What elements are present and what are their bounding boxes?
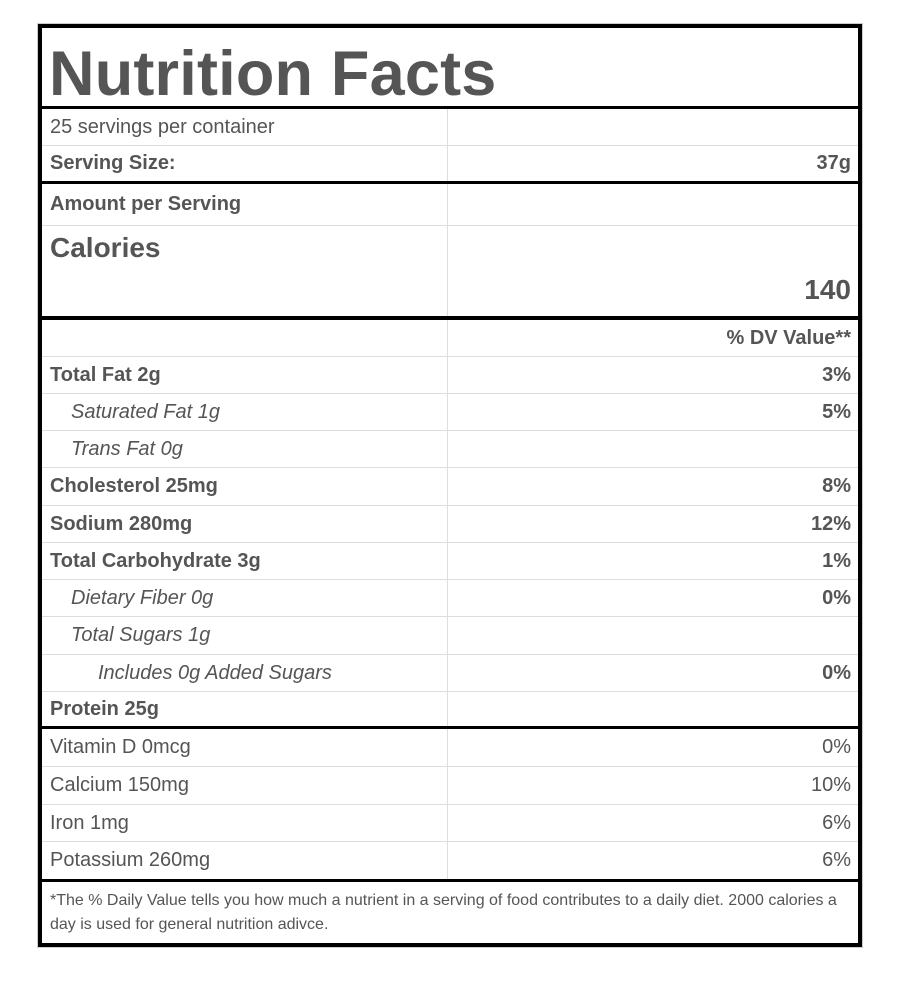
nutrient-dv: 8% <box>822 475 851 497</box>
nutrient-row: Total Sugars 1g <box>42 617 858 655</box>
vitamin-label: Potassium 260mg <box>42 842 448 879</box>
nutrient-label: Dietary Fiber 0g <box>42 580 448 616</box>
vitamin-label: Iron 1mg <box>42 805 448 841</box>
calories-value: 140 <box>804 274 851 305</box>
vitamin-row: Calcium 150mg 10% <box>42 767 858 805</box>
servings-row: 25 servings per container <box>42 109 858 146</box>
nutrient-row: Saturated Fat 1g 5% <box>42 394 858 431</box>
vitamin-row: Potassium 260mg 6% <box>42 842 858 879</box>
nutrient-row: Protein 25g <box>42 692 858 729</box>
vitamin-label: Calcium 150mg <box>42 767 448 804</box>
nutrient-label: Sodium 280mg <box>42 506 448 542</box>
nutrient-dv <box>448 617 858 654</box>
vitamin-dv: 10% <box>810 774 851 796</box>
vitamin-dv: 6% <box>822 849 851 871</box>
nutrient-dv: 5% <box>822 400 851 423</box>
amount-per-serving-row: Amount per Serving <box>42 184 858 226</box>
label-title: Nutrition Facts <box>42 28 858 109</box>
nutrient-label: Total Sugars 1g <box>42 617 448 654</box>
nutrient-dv: 0% <box>822 586 851 609</box>
nutrient-label: Total Fat 2g <box>42 357 448 393</box>
amount-per-serving-empty-cell <box>448 184 858 225</box>
serving-size-value: 37g <box>816 152 851 174</box>
dv-header-empty-cell <box>42 320 448 356</box>
nutrient-dv: 12% <box>810 512 851 535</box>
vitamin-row: Iron 1mg 6% <box>42 805 858 842</box>
nutrient-dv: 0% <box>822 661 851 684</box>
serving-size-row: Serving Size: 37g <box>42 146 858 184</box>
nutrient-row: Cholesterol 25mg 8% <box>42 468 858 506</box>
servings-empty-cell <box>448 109 858 145</box>
nutrient-dv <box>448 692 858 726</box>
daily-value-footnote: *The % Daily Value tells you how much a … <box>42 879 858 943</box>
serving-size-label: Serving Size: <box>42 146 448 181</box>
vitamin-dv: 0% <box>822 736 851 758</box>
vitamin-label: Vitamin D 0mcg <box>42 729 448 766</box>
dv-header-row: % DV Value** <box>42 320 858 357</box>
calories-row: Calories 140 <box>42 226 858 320</box>
nutrient-label: Cholesterol 25mg <box>42 468 448 505</box>
nutrient-row: Total Fat 2g 3% <box>42 357 858 394</box>
nutrient-label: Protein 25g <box>42 692 448 726</box>
nutrient-dv: 1% <box>822 549 851 572</box>
nutrient-row: Dietary Fiber 0g 0% <box>42 580 858 617</box>
nutrient-row: Includes 0g Added Sugars 0% <box>42 655 858 692</box>
nutrition-facts-label: Nutrition Facts 25 servings per containe… <box>38 24 862 947</box>
nutrient-label: Total Carbohydrate 3g <box>42 543 448 579</box>
nutrient-dv: 3% <box>822 363 851 386</box>
nutrient-row: Trans Fat 0g <box>42 431 858 468</box>
amount-per-serving-label: Amount per Serving <box>42 184 448 225</box>
dv-header: % DV Value** <box>726 326 851 349</box>
nutrient-dv <box>448 431 858 467</box>
nutrient-label: Saturated Fat 1g <box>42 394 448 430</box>
servings-per-container: 25 servings per container <box>42 109 448 145</box>
nutrient-label: Trans Fat 0g <box>42 431 448 467</box>
nutrient-label: Includes 0g Added Sugars <box>42 655 448 691</box>
vitamin-dv: 6% <box>822 811 851 834</box>
vitamin-row: Vitamin D 0mcg 0% <box>42 729 858 767</box>
nutrient-row: Sodium 280mg 12% <box>42 506 858 543</box>
nutrient-row: Total Carbohydrate 3g 1% <box>42 543 858 580</box>
calories-label: Calories <box>42 226 448 316</box>
